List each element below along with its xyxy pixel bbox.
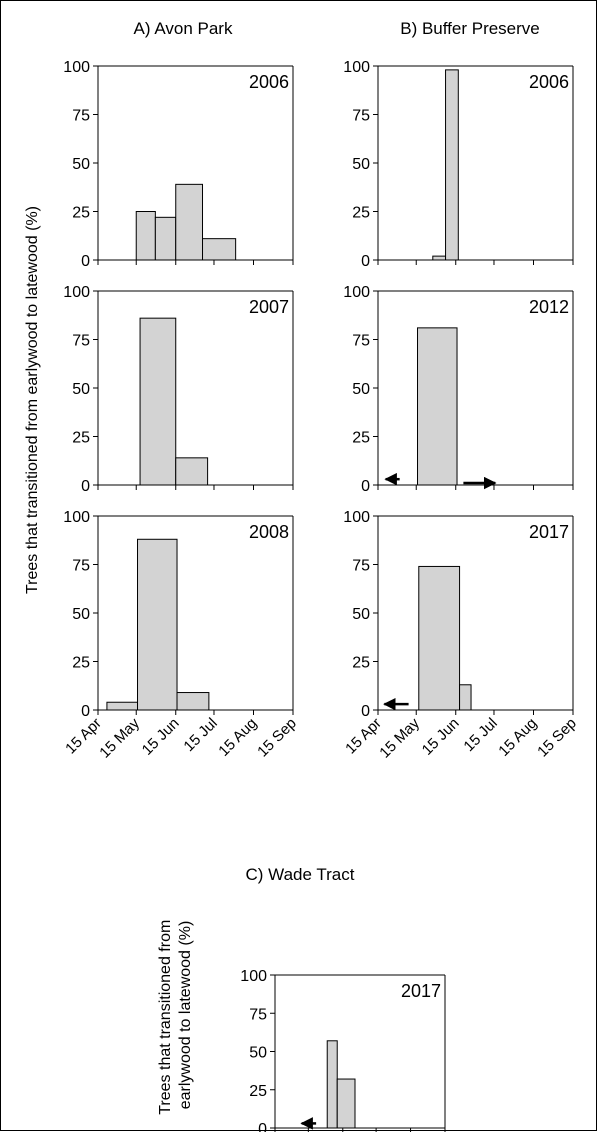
y-tick-label-6-3: 50 <box>352 606 370 623</box>
y-tick-label-4-4: 25 <box>352 430 370 447</box>
y-tick-label-6-4: 25 <box>352 655 370 672</box>
y-axis-label-wade-line2: earlywood to latewood (%) <box>177 921 194 1110</box>
panel-1: 100 75 50 25 0 2006 <box>63 59 294 270</box>
y-tick-label-3-1: 100 <box>63 284 90 301</box>
bar-1-2 <box>154 216 177 261</box>
y-tick-label-3-3: 50 <box>72 381 90 398</box>
y-tick-label-4-3: 50 <box>352 381 370 398</box>
year-label-2: 2006 <box>529 72 569 92</box>
y-tick-label-2-1: 100 <box>343 59 370 76</box>
y-tick-label-3-5: 0 <box>81 478 90 495</box>
y-tick-label-2-5: 0 <box>361 253 370 270</box>
bar-3-1 <box>139 317 177 486</box>
y-tick-label-5-1: 100 <box>63 509 90 526</box>
y-tick-label-7-1: 100 <box>240 968 267 985</box>
panel-2: 100 75 50 25 0 2006 <box>343 59 574 270</box>
y-tick-label-6-1: 100 <box>343 509 370 526</box>
year-label-6: 2017 <box>529 522 569 542</box>
year-label-5: 2008 <box>249 522 289 542</box>
y-tick-label-5-3: 50 <box>72 606 90 623</box>
bar-1-4 <box>202 238 237 261</box>
y-tick-label-1-4: 25 <box>72 205 90 222</box>
y-tick-label-4-1: 100 <box>343 284 370 301</box>
panel-title-avon-park: A) Avon Park <box>134 19 233 38</box>
x-tick-label-5-5: 15 Aug <box>215 715 260 760</box>
x-tick-label-5-2: 15 May <box>96 714 143 761</box>
y-tick-label-7-4: 25 <box>249 1083 267 1100</box>
y-tick-label-2-4: 25 <box>352 205 370 222</box>
y-tick-label-6-2: 75 <box>352 558 370 575</box>
bar-1-3 <box>175 183 204 261</box>
y-tick-label-6-5: 0 <box>361 703 370 720</box>
y-tick-label-7-3: 50 <box>249 1045 267 1062</box>
bar-5-3 <box>176 692 210 711</box>
panel-3: 100 75 50 25 0 2007 <box>63 284 294 495</box>
y-tick-label-1-5: 0 <box>81 253 90 270</box>
bar-2-1 <box>432 255 447 261</box>
year-label-7: 2017 <box>401 981 441 1001</box>
bar-7-1 <box>326 1040 338 1129</box>
bar-5-2 <box>137 538 178 711</box>
bar-4-1 <box>417 327 458 486</box>
y-tick-label-5-4: 25 <box>72 655 90 672</box>
x-tick-label-6-2: 15 May <box>376 714 423 761</box>
x-tick-label-6-6: 15 Sep <box>534 715 580 761</box>
panel-title-wade-tract: C) Wade Tract <box>246 865 355 884</box>
chart-panels: 100 75 50 25 0 2006 100 75 50 25 0 2006 100 75 50 25 0 20… <box>62 59 580 1132</box>
y-tick-label-7-5: 0 <box>258 1121 267 1132</box>
x-tick-label-6-3: 15 Jun <box>419 715 463 759</box>
x-tick-label-5-6: 15 Sep <box>254 715 300 761</box>
y-tick-label-5-5: 0 <box>81 703 90 720</box>
y-tick-label-2-3: 50 <box>352 156 370 173</box>
bar-6-1 <box>418 565 461 711</box>
year-label-1: 2006 <box>249 72 289 92</box>
y-axis-label-top: Trees that transitioned from earlywood t… <box>24 206 41 594</box>
y-tick-label-4-5: 0 <box>361 478 370 495</box>
y-tick-label-2-2: 75 <box>352 108 370 125</box>
x-tick-label-6-5: 15 Aug <box>495 715 540 760</box>
year-label-4: 2012 <box>529 297 569 317</box>
x-tick-label-5-4: 15 Jul <box>180 715 220 755</box>
bar-1-1 <box>135 211 156 261</box>
y-tick-label-1-1: 100 <box>63 59 90 76</box>
y-tick-label-7-2: 75 <box>249 1006 267 1023</box>
x-tick-label-6-4: 15 Jul <box>460 715 500 755</box>
y-tick-label-4-2: 75 <box>352 333 370 350</box>
y-tick-label-1-3: 50 <box>72 156 90 173</box>
y-tick-label-1-2: 75 <box>72 108 90 125</box>
y-tick-label-3-2: 75 <box>72 333 90 350</box>
bar-6-2 <box>459 684 472 711</box>
bar-2-2 <box>445 69 459 261</box>
bar-5-1 <box>106 701 139 711</box>
y-tick-label-3-4: 25 <box>72 430 90 447</box>
panel-title-buffer-preserve: B) Buffer Preserve <box>400 19 540 38</box>
y-axis-label-wade-line1: Trees that transitioned from <box>157 920 174 1115</box>
y-tick-label-5-2: 75 <box>72 558 90 575</box>
panel-4: 100 75 50 25 0 2012 <box>343 284 574 495</box>
year-label-3: 2007 <box>249 297 289 317</box>
y-axis-label-wade-tract: Trees that transitioned from earlywood t… <box>157 915 194 1115</box>
x-tick-label-5-3: 15 Jun <box>139 715 183 759</box>
bar-7-2 <box>336 1078 356 1129</box>
bar-3-2 <box>175 457 209 486</box>
